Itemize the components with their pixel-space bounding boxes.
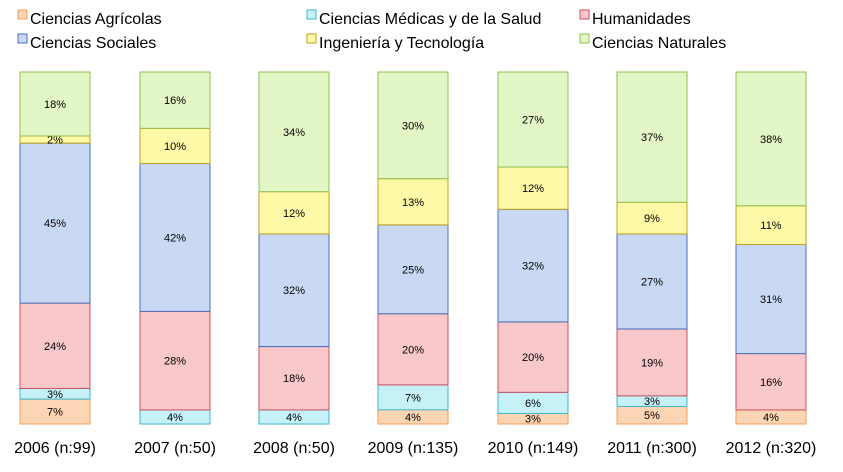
segment-humanidades — [377, 313, 449, 386]
category-label: 2006 (n:99) — [14, 440, 96, 457]
bar-2009-n-135: 4% 7% 20% 25% 13% 30% — [377, 71, 449, 425]
data-label: 4% — [763, 412, 779, 424]
data-label: 38% — [760, 134, 782, 146]
data-label: 18% — [283, 373, 305, 385]
data-label: 13% — [402, 197, 424, 209]
data-label: 28% — [164, 356, 186, 368]
data-label: 20% — [402, 344, 424, 356]
segment-ciencias-agricolas — [19, 398, 91, 425]
legend-item-ingenieria-y-tecnologia: Ingeniería y Tecnología — [306, 33, 484, 52]
legend-label: Ciencias Naturales — [592, 35, 726, 52]
data-label: 3% — [525, 414, 541, 426]
category-label: 2008 (n:50) — [253, 440, 335, 457]
segment-ciencias-naturales — [139, 71, 211, 129]
legend-item-ciencias-naturales: Ciencias Naturales — [579, 33, 726, 52]
data-label: 7% — [405, 392, 421, 404]
legend-item-ciencias-sociales: Ciencias Sociales — [17, 33, 156, 52]
bar-2010-n-149: 3% 6% 20% 32% 12% 27% — [497, 71, 569, 426]
data-label: 9% — [644, 213, 660, 225]
category-label: 2007 (n:50) — [134, 440, 216, 457]
data-label: 16% — [164, 95, 186, 107]
data-label: 12% — [522, 183, 544, 195]
segment-ingenieria-y-tecnologia — [616, 201, 688, 235]
category-labels: 2006 (n:99) 2007 (n:50) 2008 (n:50) 2009 (n… — [14, 440, 816, 457]
bar-2007-n-50: 4% 28% 42% 10% 16% — [139, 71, 211, 425]
data-label: 27% — [522, 115, 544, 127]
segment-humanidades — [497, 321, 569, 393]
bar-2006-n-99: 7% 3% 24% 45% 2% 18% — [19, 71, 91, 425]
legend-swatch — [306, 9, 317, 20]
category-label: 2012 (n:320) — [726, 440, 817, 457]
data-label: 45% — [44, 218, 66, 230]
segment-ciencias-naturales — [616, 71, 688, 203]
segment-ciencias-sociales — [497, 208, 569, 323]
segment-humanidades — [19, 302, 91, 389]
bar-2011-n-300: 5% 3% 19% 27% 9% 37% — [616, 71, 688, 425]
legend-label: Humanidades — [592, 11, 691, 28]
legend-item-humanidades: Humanidades — [579, 9, 691, 28]
segment-humanidades — [616, 328, 688, 397]
data-label: 20% — [522, 352, 544, 364]
bar-2012-n-320: 4% 16% 31% 11% 38% — [735, 71, 807, 425]
segment-ciencias-sociales — [258, 233, 330, 348]
data-label: 30% — [402, 120, 424, 132]
legend-swatch — [579, 33, 590, 44]
data-label: 32% — [283, 285, 305, 297]
segment-ingenieria-y-tecnologia — [497, 166, 569, 210]
segment-ingenieria-y-tecnologia — [258, 191, 330, 235]
legend-swatch — [17, 9, 28, 20]
data-label: 32% — [522, 261, 544, 273]
data-label: 4% — [167, 412, 183, 424]
data-label: 27% — [641, 276, 663, 288]
category-label: 2009 (n:135) — [368, 440, 459, 457]
legend-item-ciencias-agricolas: Ciencias Agrícolas — [17, 9, 162, 28]
segment-ciencias-naturales — [19, 71, 91, 137]
segment-ciencias-sociales — [377, 224, 449, 315]
data-label: 19% — [641, 357, 663, 369]
legend-swatch — [306, 33, 317, 44]
legend-label: Ciencias Sociales — [30, 35, 156, 52]
legend-swatch — [579, 9, 590, 20]
segment-ciencias-sociales — [19, 142, 91, 304]
category-label: 2010 (n:149) — [488, 440, 579, 457]
data-label: 4% — [286, 412, 302, 424]
data-label: 5% — [644, 410, 660, 422]
segment-humanidades — [258, 346, 330, 411]
data-label: 12% — [283, 208, 305, 220]
bar-2008-n-50: 4% 18% 32% 12% 34% — [258, 71, 330, 425]
data-label: 31% — [760, 294, 782, 306]
data-label: 37% — [641, 132, 663, 144]
data-label: 25% — [402, 264, 424, 276]
segment-ciencias-sociales — [735, 243, 807, 355]
segment-humanidades — [139, 310, 211, 411]
legend-label: Ciencias Médicas y de la Salud — [319, 11, 541, 28]
segment-ingenieria-y-tecnologia — [377, 178, 449, 226]
data-label: 7% — [47, 407, 63, 419]
segment-ciencias-naturales — [258, 71, 330, 193]
legend-label: Ingeniería y Tecnología — [319, 35, 484, 52]
data-label: 42% — [164, 232, 186, 244]
segment-ciencias-naturales — [735, 71, 807, 207]
data-label: 2% — [47, 135, 63, 147]
legend-label: Ciencias Agrícolas — [30, 11, 162, 28]
segment-ciencias-naturales — [497, 71, 569, 168]
data-label: 34% — [283, 127, 305, 139]
segment-ciencias-medicas-y-de-la-salud — [377, 384, 449, 411]
legend-item-ciencias-medicas-y-de-la-salud: Ciencias Médicas y de la Salud — [306, 9, 541, 28]
category-label: 2011 (n:300) — [607, 440, 697, 457]
legend-swatch — [17, 33, 28, 44]
data-label: 11% — [760, 220, 781, 232]
data-label: 16% — [760, 377, 782, 389]
data-label: 6% — [525, 398, 541, 410]
legend: Ciencias Agrícolas Ciencias Médicas y de … — [17, 9, 726, 52]
data-label: 10% — [164, 141, 186, 153]
data-label: 24% — [44, 341, 66, 353]
bars: 7% 3% 24% 45% 2% 18% 4% 28% 42% 10% 16% 4% 18% 32% 12%… — [19, 71, 807, 426]
data-label: 4% — [405, 412, 421, 424]
data-label: 18% — [44, 99, 66, 111]
data-label: 3% — [644, 396, 660, 408]
data-label: 3% — [47, 389, 63, 401]
segment-ciencias-naturales — [377, 71, 449, 180]
